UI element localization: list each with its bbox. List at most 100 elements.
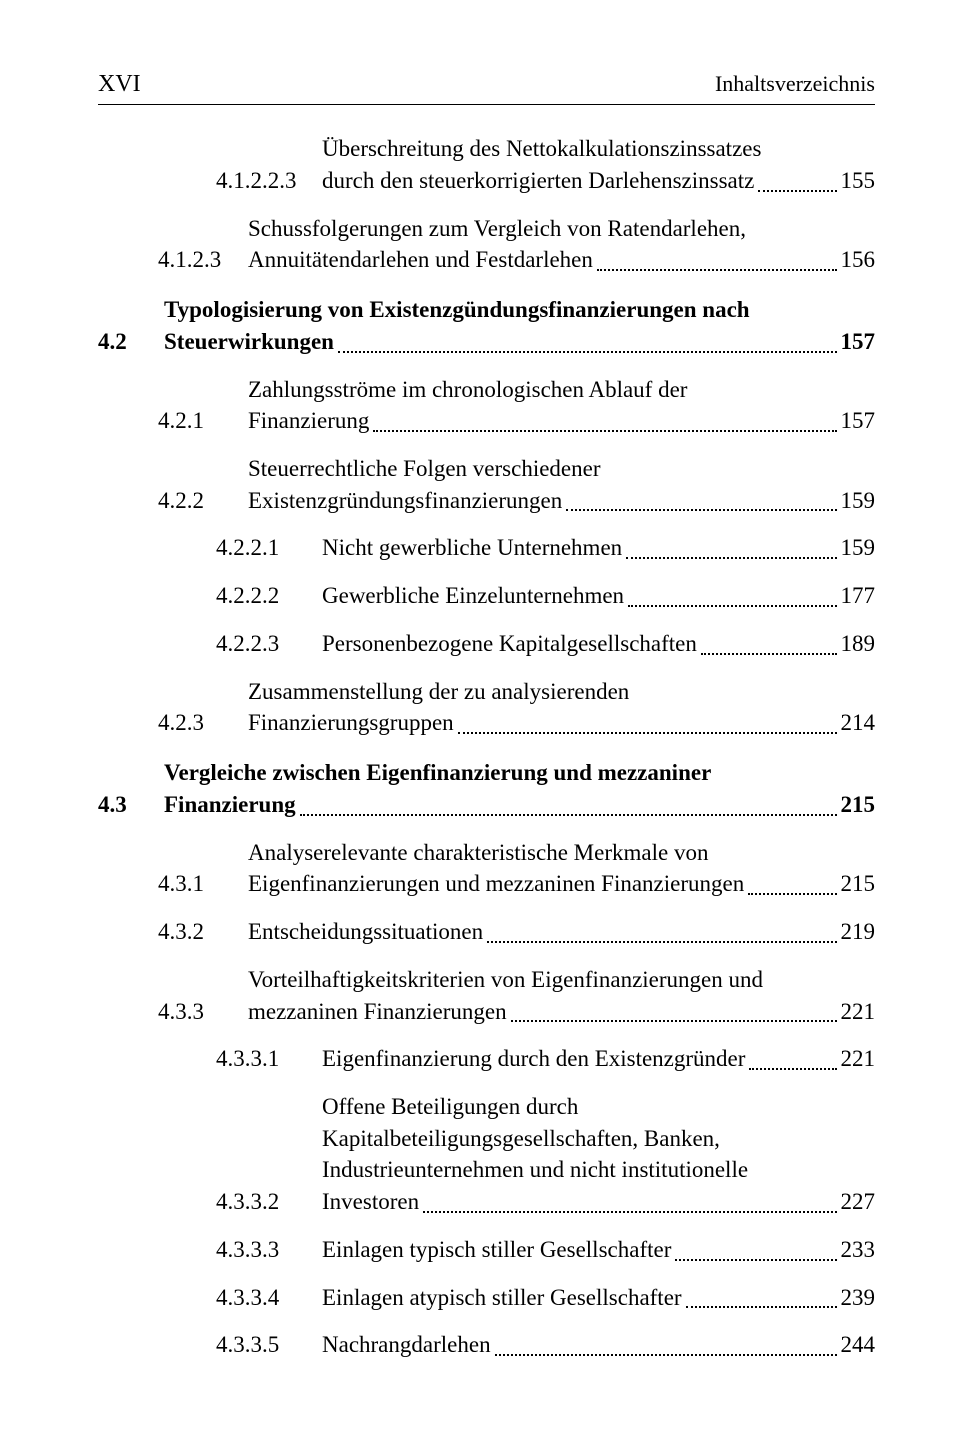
toc-entry: 4.3Vergleiche zwischen Eigenfinanzierung…	[98, 757, 875, 820]
toc-entry-number: 4.2.2.2	[216, 580, 322, 612]
toc-entry-last-line: durch den steuerkorrigierten Darlehenszi…	[322, 165, 875, 197]
toc-entry-text: Typologisierung von Existenzgündungsfina…	[164, 294, 875, 357]
toc-entry-last-line: Eigenfinanzierungen und mezzaninen Finan…	[248, 868, 875, 900]
toc-entry-page: 239	[841, 1282, 876, 1314]
toc-entry-last-line: Personenbezogene Kapitalgesellschaften 18…	[322, 628, 875, 660]
toc-entry-page: 221	[841, 996, 876, 1028]
page-number-roman: XVI	[98, 68, 141, 101]
toc-entry-text: Nicht gewerbliche Unternehmen159	[322, 532, 875, 564]
toc-entry-number: 4.3.3.1	[216, 1043, 322, 1075]
toc-entry-number: 4.2.1	[158, 405, 248, 437]
toc-entry: 4.3.3.2Offene Beteiligungen durchKapital…	[216, 1091, 875, 1218]
toc-entry-number: 4.1.2.3	[158, 244, 248, 276]
toc-entry-text: Steuerrechtliche Folgen verschiedenerExi…	[248, 453, 875, 516]
toc-entry-page: 189	[841, 628, 876, 660]
toc-entry-number: 4.3.3.5	[216, 1329, 322, 1361]
toc-entry: 4.3.3.5Nachrangdarlehen 244	[216, 1329, 875, 1361]
toc-entry-number: 4.1.2.2.3	[216, 165, 322, 197]
toc-entry-text-line: Industrieunternehmen und nicht instituti…	[322, 1154, 875, 1186]
toc-entry-number: 4.3.3	[158, 996, 248, 1028]
toc-leader-dots	[686, 1305, 837, 1308]
toc-entry-number: 4.3.3.4	[216, 1282, 322, 1314]
toc-entry-last-line: Investoren227	[322, 1186, 875, 1218]
toc-leader-dots	[511, 1019, 837, 1022]
page-header-title: Inhaltsverzeichnis	[715, 69, 875, 99]
toc-entry-last-text: Finanzierungsgruppen	[248, 707, 454, 739]
toc-entry-text: Entscheidungssituationen 219	[248, 916, 875, 948]
toc-entry-last-text: Finanzierung	[164, 789, 296, 821]
toc-entry-page: 155	[841, 165, 876, 197]
toc-leader-dots	[628, 604, 836, 607]
toc-entry-last-line: Existenzgründungsfinanzierungen 159	[248, 485, 875, 517]
toc-entry-page: 214	[841, 707, 876, 739]
toc-leader-dots	[495, 1353, 837, 1356]
toc-entry-last-text: Personenbezogene Kapitalgesellschaften	[322, 628, 697, 660]
toc-entry-page: 157	[841, 405, 876, 437]
toc-leader-dots	[487, 940, 836, 943]
page: XVI Inhaltsverzeichnis 4.1.2.2.3Überschr…	[0, 0, 960, 1446]
toc-leader-dots	[597, 268, 837, 271]
toc-leader-dots	[748, 892, 836, 895]
toc-entry-text: Zusammenstellung der zu analysierendenFi…	[248, 676, 875, 739]
toc-entry-last-line: Finanzierung 157	[248, 405, 875, 437]
toc-entry-text-line: Überschreitung des Nettokalkulationszins…	[322, 133, 875, 165]
toc-entry-number: 4.2	[98, 326, 164, 358]
toc-entry-page: 159	[841, 532, 876, 564]
toc-entry-text: Analyserelevante charakteristische Merkm…	[248, 837, 875, 900]
toc-entry-last-text: Einlagen typisch stiller Gesellschafter	[322, 1234, 671, 1266]
toc-entry-last-line: Annuitätendarlehen und Festdarlehen156	[248, 244, 875, 276]
toc-entry: 4.2.2.1Nicht gewerbliche Unternehmen159	[216, 532, 875, 564]
toc-entry: 4.2.2.2Gewerbliche Einzelunternehmen177	[216, 580, 875, 612]
toc-entry-page: 177	[841, 580, 876, 612]
toc-entry-text: Personenbezogene Kapitalgesellschaften 18…	[322, 628, 875, 660]
toc-entry-page: 159	[841, 485, 876, 517]
toc-leader-dots	[566, 508, 836, 511]
toc-entry-text-line: Steuerrechtliche Folgen verschiedener	[248, 453, 875, 485]
toc-entry-number: 4.2.2	[158, 485, 248, 517]
toc-entry-number: 4.2.2.3	[216, 628, 322, 660]
toc-entry-text-line: Offene Beteiligungen durch	[322, 1091, 875, 1123]
toc-entry-page: 156	[841, 244, 876, 276]
toc-entry: 4.2.2.3Personenbezogene Kapitalgesellsch…	[216, 628, 875, 660]
toc-entry-page: 221	[841, 1043, 876, 1075]
toc-entry-last-text: Entscheidungssituationen	[248, 916, 483, 948]
toc-entry-last-text: Steuerwirkungen	[164, 326, 334, 358]
toc-entry-text: Vorteilhaftigkeitskriterien von Eigenfin…	[248, 964, 875, 1027]
toc-entry-last-line: Eigenfinanzierung durch den Existenzgrün…	[322, 1043, 875, 1075]
toc-entry-last-line: Entscheidungssituationen 219	[248, 916, 875, 948]
toc-entry-last-text: Existenzgründungsfinanzierungen	[248, 485, 562, 517]
toc-entry-text-line: Kapitalbeteiligungsgesellschaften, Banke…	[322, 1123, 875, 1155]
toc-leader-dots	[758, 189, 836, 192]
toc-entry: 4.2.3Zusammenstellung der zu analysieren…	[158, 676, 875, 739]
toc-entry-last-text: durch den steuerkorrigierten Darlehenszi…	[322, 165, 754, 197]
toc-leader-dots	[749, 1067, 836, 1070]
toc-entry-text-line: Typologisierung von Existenzgündungsfina…	[164, 294, 875, 326]
toc-entry-last-text: Finanzierung	[248, 405, 369, 437]
toc-entry-number: 4.3	[98, 789, 164, 821]
toc-entry-last-text: Nachrangdarlehen	[322, 1329, 491, 1361]
toc-entry-text: Vergleiche zwischen Eigenfinanzierung un…	[164, 757, 875, 820]
toc-entry-text: Zahlungsströme im chronologischen Ablauf…	[248, 374, 875, 437]
toc-entry-text: Einlagen atypisch stiller Gesellschafter…	[322, 1282, 875, 1314]
toc-entry-page: 244	[841, 1329, 876, 1361]
toc-entry-text: Gewerbliche Einzelunternehmen177	[322, 580, 875, 612]
toc-entry-last-line: Finanzierungsgruppen 214	[248, 707, 875, 739]
toc-entry-text-line: Vorteilhaftigkeitskriterien von Eigenfin…	[248, 964, 875, 996]
toc-entry-text-line: Analyserelevante charakteristische Merkm…	[248, 837, 875, 869]
toc-entry-text: Eigenfinanzierung durch den Existenzgrün…	[322, 1043, 875, 1075]
toc-entry-text: Nachrangdarlehen 244	[322, 1329, 875, 1361]
toc-leader-dots	[338, 350, 837, 353]
toc-entry-page: 215	[841, 868, 876, 900]
toc-entry: 4.3.2Entscheidungssituationen219	[158, 916, 875, 948]
toc-entry: 4.1.2.3Schussfolgerungen zum Vergleich v…	[158, 213, 875, 276]
toc-entry-last-text: mezzaninen Finanzierungen	[248, 996, 507, 1028]
toc-leader-dots	[300, 813, 837, 816]
toc-entry-number: 4.2.2.1	[216, 532, 322, 564]
toc-entry-page: 219	[841, 916, 876, 948]
toc-entry-text-line: Vergleiche zwischen Eigenfinanzierung un…	[164, 757, 875, 789]
toc-entry-text-line: Zusammenstellung der zu analysierenden	[248, 676, 875, 708]
toc-entry: 4.3.3Vorteilhaftigkeitskriterien von Eig…	[158, 964, 875, 1027]
toc-leader-dots	[675, 1258, 836, 1261]
toc-entry-page: 227	[841, 1186, 876, 1218]
table-of-contents: 4.1.2.2.3Überschreitung des Nettokalkula…	[98, 133, 875, 1361]
